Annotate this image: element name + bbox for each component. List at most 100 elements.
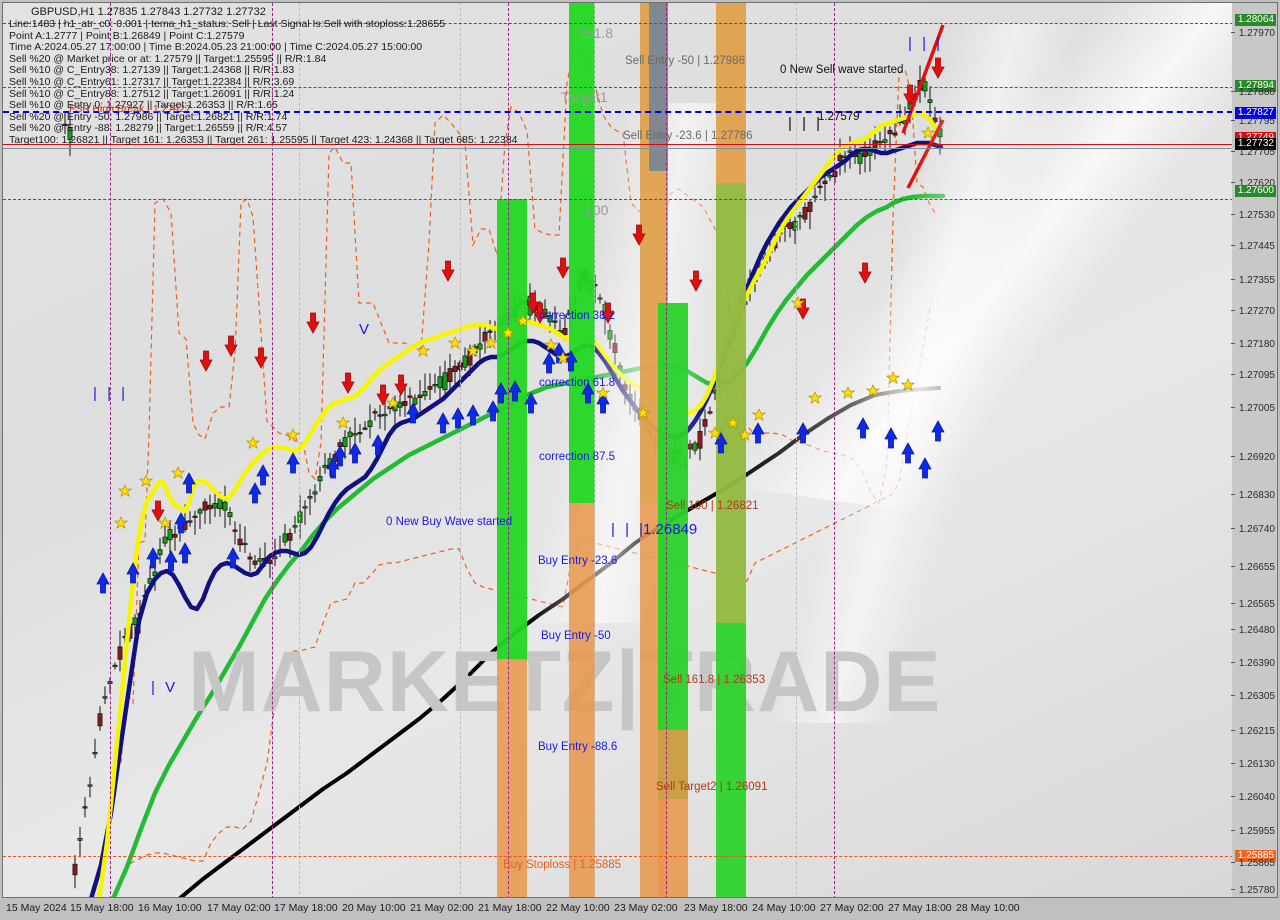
vertical-separator-4 bbox=[508, 3, 509, 897]
price-tick-23: 1.26480 bbox=[1230, 625, 1275, 636]
star-marker-25 bbox=[841, 386, 855, 399]
sell-arrow-2 bbox=[224, 335, 238, 357]
zone-band-3 bbox=[569, 503, 595, 897]
star-marker-1 bbox=[118, 484, 132, 497]
price-label-highlight-10: 1.27600 bbox=[1234, 185, 1276, 197]
vertical-separator-2 bbox=[299, 3, 300, 897]
sell-arrow-1 bbox=[199, 350, 213, 372]
price-tick-27: 1.26130 bbox=[1230, 759, 1275, 770]
horizontal-level-6 bbox=[3, 856, 1232, 857]
buy-arrow-33 bbox=[901, 442, 915, 464]
vertical-separator-7 bbox=[796, 3, 797, 897]
chart-plot-area[interactable]: MARKETZ|TRADE bbox=[2, 2, 1232, 898]
sell-arrow-17 bbox=[903, 84, 917, 106]
time-tick-6: 21 May 02:00 bbox=[410, 902, 474, 914]
star-marker-7 bbox=[336, 416, 350, 429]
axis-tick-dash bbox=[1230, 730, 1235, 731]
buy-arrow-14 bbox=[371, 434, 385, 456]
price-tick-1: 1.27970 bbox=[1230, 28, 1275, 39]
axis-tick-dash bbox=[1230, 830, 1235, 831]
star-marker-12 bbox=[484, 336, 498, 349]
sell-arrow-13 bbox=[632, 224, 646, 246]
price-label-highlight-7: 1.27732 bbox=[1234, 138, 1276, 150]
chart-label-9: 0 New Buy Wave started bbox=[386, 516, 513, 528]
price-tick-19: 1.26830 bbox=[1230, 490, 1275, 501]
chart-label-8: correction 87.5 bbox=[539, 451, 616, 463]
star-marker-20 bbox=[726, 416, 740, 429]
price-tick-5: 1.27795 bbox=[1230, 116, 1275, 127]
time-tick-10: 23 May 18:00 bbox=[684, 902, 748, 914]
time-tick-9: 23 May 02:00 bbox=[614, 902, 678, 914]
buy-arrow-30 bbox=[796, 422, 810, 444]
zone-band-7 bbox=[658, 303, 688, 799]
star-marker-24 bbox=[808, 391, 822, 404]
horizontal-level-0 bbox=[3, 23, 1232, 24]
price-label-highlight-4: 1.27827 bbox=[1234, 107, 1276, 119]
chart-label-3: Sell Entry -50 | 1.27986 bbox=[625, 55, 745, 67]
star-marker-26 bbox=[866, 384, 880, 397]
axis-tick-dash bbox=[1230, 763, 1235, 764]
star-marker-13 bbox=[501, 326, 515, 339]
buy-arrow-32 bbox=[884, 427, 898, 449]
buy-arrow-7 bbox=[226, 547, 240, 569]
buy-arrow-4 bbox=[178, 542, 192, 564]
chart-label-1: Target1 bbox=[561, 89, 608, 105]
chart-label-4: Sell Entry -23.6 | 1.27786 bbox=[623, 130, 753, 142]
price-tick-28: 1.26040 bbox=[1230, 792, 1275, 803]
sell-arrow-4 bbox=[306, 312, 320, 334]
price-tick-32: 1.25780 bbox=[1230, 885, 1275, 896]
axis-tick-dash bbox=[1230, 245, 1235, 246]
star-marker-4 bbox=[171, 466, 185, 479]
price-axis[interactable]: 1.28064 1.27970 1.27894 1.27880 1.27827 1.277… bbox=[1230, 2, 1278, 898]
chart-label-6: correction 38.2 bbox=[539, 310, 616, 322]
buy-arrow-35 bbox=[931, 420, 945, 442]
vertical-separator-8 bbox=[834, 3, 835, 897]
axis-tick-dash bbox=[1230, 374, 1235, 375]
price-tick-21: 1.26655 bbox=[1230, 562, 1275, 573]
wave-mark-1: | V bbox=[151, 679, 179, 696]
star-marker-10 bbox=[448, 336, 462, 349]
vertical-separator-5 bbox=[594, 3, 595, 897]
axis-tick-dash bbox=[1230, 629, 1235, 630]
time-tick-2: 16 May 10:00 bbox=[138, 902, 202, 914]
signal-marker-layer bbox=[96, 57, 945, 594]
chart-label-18: 1.27579 bbox=[818, 111, 860, 123]
axis-tick-dash bbox=[1230, 151, 1235, 152]
buy-arrow-29 bbox=[751, 422, 765, 444]
buy-arrow-3 bbox=[164, 550, 178, 572]
sell-arrow-0 bbox=[151, 500, 165, 522]
price-tick-3: 1.27880 bbox=[1230, 87, 1275, 98]
axis-tick-dash bbox=[1230, 407, 1235, 408]
buy-arrow-2 bbox=[146, 547, 160, 569]
buy-arrow-1 bbox=[126, 562, 140, 584]
zone-band-11 bbox=[716, 153, 746, 623]
buy-arrow-9 bbox=[256, 464, 270, 486]
horizontal-level-2 bbox=[3, 111, 1232, 113]
price-tick-12: 1.27445 bbox=[1230, 241, 1275, 252]
zone-band-0 bbox=[497, 199, 527, 659]
horizontal-level-3 bbox=[3, 144, 1232, 145]
axis-tick-dash bbox=[1230, 343, 1235, 344]
buy-arrow-5 bbox=[174, 512, 188, 534]
chart-label-5: 0 New Sell wave started bbox=[780, 64, 904, 76]
buy-arrow-25 bbox=[564, 350, 578, 372]
time-tick-8: 22 May 10:00 bbox=[546, 902, 610, 914]
price-tick-16: 1.27095 bbox=[1230, 370, 1275, 381]
price-tick-9: 1.27620 bbox=[1230, 178, 1275, 189]
chart-label-16: Buy Stoploss | 1.25885 bbox=[503, 859, 622, 871]
chart-label-17: 1.26849 bbox=[643, 521, 698, 538]
star-marker-29 bbox=[921, 126, 935, 139]
star-marker-0 bbox=[114, 516, 128, 529]
sell-arrow-14 bbox=[689, 270, 703, 292]
buy-arrow-21 bbox=[508, 380, 522, 402]
time-axis[interactable]: 15 May 2024 15 May 18:00 16 May 10:00 17 Ma… bbox=[2, 898, 1278, 920]
price-tick-22: 1.26565 bbox=[1230, 599, 1275, 610]
buy-arrow-31 bbox=[856, 417, 870, 439]
buy-arrow-8 bbox=[248, 482, 262, 504]
axis-tick-dash bbox=[1230, 456, 1235, 457]
price-label-highlight-30: 1.25885 bbox=[1234, 850, 1276, 862]
sell-arrow-18 bbox=[931, 57, 945, 79]
chart-label-15: Sell Target2 | 1.26091 bbox=[656, 781, 768, 793]
buy-arrow-0 bbox=[96, 572, 110, 594]
star-marker-9 bbox=[416, 344, 430, 357]
